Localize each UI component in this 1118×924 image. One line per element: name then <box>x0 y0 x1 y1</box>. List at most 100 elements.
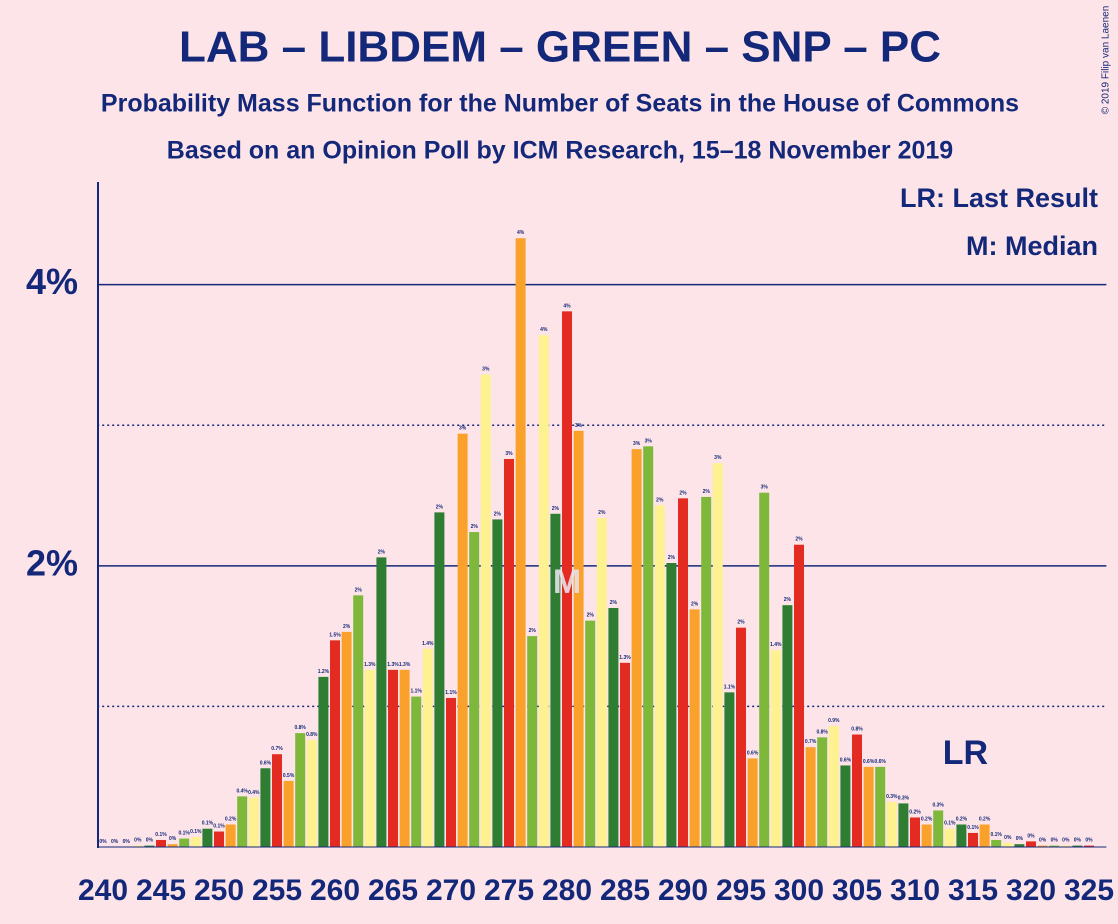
value-label: 0.6% <box>840 757 852 763</box>
value-label: 2% <box>587 613 595 619</box>
value-label: 0.8% <box>294 725 306 731</box>
value-label: 1.4% <box>422 641 434 647</box>
value-label: 1.3% <box>364 662 376 668</box>
y-tick-label: 4% <box>26 261 78 302</box>
bar <box>1014 844 1025 847</box>
value-label: 0% <box>1004 835 1012 841</box>
value-label: 4% <box>563 303 571 309</box>
bar <box>562 311 572 847</box>
value-label: 0.7% <box>805 739 817 745</box>
value-label: 4% <box>540 327 548 333</box>
bar <box>492 519 503 847</box>
bar <box>759 492 770 847</box>
bar <box>480 374 491 847</box>
bar <box>469 532 480 847</box>
value-label: 1.1% <box>445 690 457 696</box>
bar <box>167 844 178 847</box>
value-label: 0% <box>123 839 131 845</box>
bar <box>504 458 514 847</box>
bar <box>840 765 851 847</box>
value-label: 0.9% <box>828 718 840 724</box>
bar <box>852 734 862 847</box>
bar <box>202 828 213 847</box>
value-label: 0.3% <box>932 802 944 808</box>
x-tick-label: 265 <box>368 874 418 907</box>
legend-note: M: Median <box>966 231 1098 261</box>
bar <box>550 513 561 847</box>
value-label: 1.2% <box>318 669 330 675</box>
bar <box>283 780 294 847</box>
value-label: 1.3% <box>399 662 411 668</box>
value-label: 0% <box>1051 838 1059 844</box>
bar <box>1002 842 1013 847</box>
value-label: 3% <box>633 441 641 447</box>
bar <box>921 824 932 847</box>
last-result-marker: LR <box>943 734 988 772</box>
value-label: 3% <box>482 367 490 373</box>
x-tick-label: 280 <box>542 874 592 907</box>
bar <box>446 697 456 847</box>
bar <box>678 498 688 847</box>
bar <box>399 669 410 847</box>
value-label: 2% <box>703 489 711 495</box>
x-tick-label: 320 <box>1006 874 1056 907</box>
bar <box>376 557 387 847</box>
x-tick-label: 325 <box>1064 874 1114 907</box>
chart-subtitle: Based on an Opinion Poll by ICM Research… <box>167 137 953 165</box>
value-label: 1.1% <box>410 689 422 695</box>
bar <box>1084 845 1094 847</box>
bar <box>179 838 190 847</box>
x-tick-label: 295 <box>716 874 766 907</box>
value-label: 2% <box>471 524 479 530</box>
value-label: 1.1% <box>724 684 736 690</box>
bar <box>272 754 282 847</box>
bar <box>353 595 364 847</box>
value-label: 0% <box>99 839 107 845</box>
value-label: 0% <box>111 839 119 845</box>
value-label: 0% <box>1039 838 1047 844</box>
value-label: 0.8% <box>306 732 318 738</box>
value-label: 1.3% <box>387 662 399 668</box>
value-label: 0.6% <box>260 760 272 766</box>
bar <box>341 631 352 847</box>
value-label: 2% <box>691 601 699 607</box>
bar <box>608 607 619 847</box>
bar <box>631 449 642 847</box>
value-label: 0.2% <box>956 817 968 823</box>
value-label: 0% <box>1085 838 1093 844</box>
value-label: 2% <box>529 628 537 634</box>
bar <box>225 824 236 847</box>
bar <box>434 512 445 847</box>
bar <box>573 430 584 847</box>
value-label: 0.3% <box>886 794 898 800</box>
bar <box>782 605 793 847</box>
bar <box>1037 845 1048 847</box>
value-label: 0% <box>1074 838 1082 844</box>
chart-title: LAB – LIBDEM – GREEN – SNP – PC <box>179 23 941 72</box>
value-label: 2% <box>679 490 687 496</box>
bar <box>689 609 700 847</box>
value-label: 2% <box>378 549 386 555</box>
value-label: 0% <box>1027 833 1035 839</box>
value-label: 2% <box>355 587 363 593</box>
x-tick-label: 275 <box>484 874 534 907</box>
y-tick-label: 2% <box>26 542 78 583</box>
bar <box>248 797 259 847</box>
value-label: 0.1% <box>202 821 214 827</box>
value-label: 0.1% <box>213 824 225 830</box>
median-marker: M <box>553 563 581 601</box>
bar <box>330 640 340 847</box>
bar <box>794 544 804 847</box>
bar <box>144 845 155 847</box>
value-label: 0.8% <box>851 727 863 733</box>
bar <box>1072 845 1083 847</box>
value-label: 0% <box>169 836 177 842</box>
value-label: 0.1% <box>967 825 979 831</box>
value-label: 2% <box>436 504 444 510</box>
value-label: 0.2% <box>921 817 933 823</box>
bar <box>422 648 433 847</box>
value-label: 2% <box>610 600 618 606</box>
bar <box>260 768 271 847</box>
chart-subtitle: Probability Mass Function for the Number… <box>101 90 1019 118</box>
bar <box>1060 845 1071 847</box>
